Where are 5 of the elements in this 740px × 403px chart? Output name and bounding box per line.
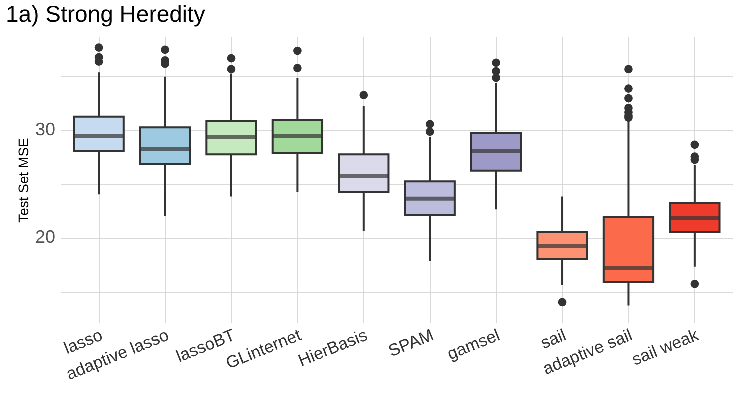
y-tick-label: 30	[35, 119, 56, 140]
chart-title: 1a) Strong Heredity	[6, 1, 206, 27]
y-axis-title: Test Set MSE	[15, 138, 32, 223]
x-tick-label: SPAM	[386, 326, 436, 361]
y-tick-label: 20	[35, 227, 56, 248]
